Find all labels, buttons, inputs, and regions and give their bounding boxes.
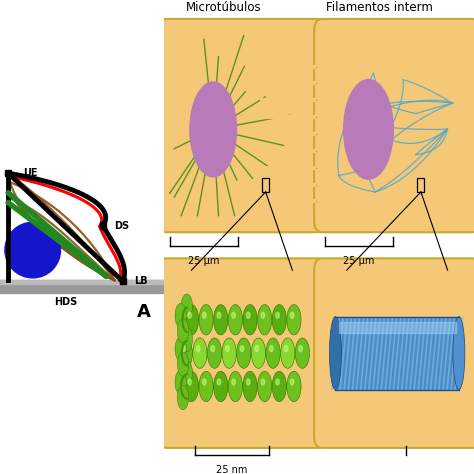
Ellipse shape [276, 312, 279, 318]
Ellipse shape [181, 328, 192, 352]
Ellipse shape [295, 338, 310, 368]
Ellipse shape [211, 346, 215, 352]
Ellipse shape [199, 371, 213, 401]
Ellipse shape [184, 305, 199, 335]
Ellipse shape [190, 82, 237, 177]
Text: Microtúbulos: Microtúbulos [186, 1, 262, 14]
Ellipse shape [284, 346, 288, 352]
Ellipse shape [329, 317, 341, 390]
Ellipse shape [270, 346, 273, 352]
Ellipse shape [214, 371, 228, 401]
Ellipse shape [182, 346, 185, 352]
Ellipse shape [246, 379, 250, 385]
Circle shape [5, 222, 61, 278]
Ellipse shape [257, 305, 272, 335]
Bar [100, 222, 106, 228]
Ellipse shape [291, 312, 294, 318]
FancyBboxPatch shape [314, 258, 474, 448]
Ellipse shape [222, 338, 237, 368]
Ellipse shape [188, 379, 191, 385]
Ellipse shape [226, 346, 229, 352]
Ellipse shape [266, 338, 280, 368]
Ellipse shape [453, 317, 465, 390]
Ellipse shape [181, 361, 192, 385]
Bar [5, 170, 11, 176]
Bar [119, 278, 126, 284]
Ellipse shape [272, 305, 286, 335]
Ellipse shape [291, 379, 294, 385]
Ellipse shape [232, 312, 236, 318]
Ellipse shape [175, 337, 186, 361]
Ellipse shape [237, 338, 251, 368]
Ellipse shape [196, 346, 200, 352]
Ellipse shape [255, 346, 258, 352]
Ellipse shape [217, 379, 221, 385]
Ellipse shape [177, 385, 189, 410]
Ellipse shape [299, 346, 302, 352]
Text: A: A [137, 303, 151, 321]
Ellipse shape [177, 352, 189, 376]
Ellipse shape [202, 379, 206, 385]
Text: LB: LB [134, 276, 148, 286]
Ellipse shape [243, 305, 257, 335]
Ellipse shape [188, 312, 191, 318]
Text: UE: UE [23, 168, 37, 178]
Ellipse shape [287, 371, 301, 401]
Text: Filamentos interm: Filamentos interm [326, 1, 433, 14]
Ellipse shape [177, 319, 189, 343]
Text: DS: DS [114, 220, 129, 230]
Ellipse shape [251, 338, 265, 368]
Ellipse shape [228, 305, 243, 335]
Ellipse shape [261, 379, 264, 385]
Ellipse shape [228, 371, 243, 401]
Ellipse shape [281, 338, 295, 368]
Text: 25 μm: 25 μm [188, 256, 219, 266]
Ellipse shape [214, 305, 228, 335]
Ellipse shape [240, 346, 244, 352]
Text: 25 μm: 25 μm [344, 256, 375, 266]
Ellipse shape [243, 371, 257, 401]
Bar [418, 178, 424, 192]
FancyBboxPatch shape [314, 19, 474, 232]
Text: HDS: HDS [54, 297, 77, 308]
Ellipse shape [257, 371, 272, 401]
Text: 25 nm: 25 nm [216, 465, 247, 474]
Ellipse shape [344, 80, 393, 179]
Ellipse shape [261, 312, 264, 318]
Ellipse shape [246, 312, 250, 318]
Bar [262, 178, 269, 192]
Ellipse shape [175, 303, 186, 328]
Ellipse shape [217, 312, 221, 318]
Ellipse shape [232, 379, 236, 385]
Ellipse shape [175, 370, 186, 394]
FancyBboxPatch shape [159, 258, 325, 448]
Ellipse shape [276, 379, 279, 385]
FancyBboxPatch shape [159, 19, 325, 232]
Ellipse shape [272, 371, 286, 401]
Ellipse shape [199, 305, 213, 335]
Ellipse shape [202, 312, 206, 318]
Ellipse shape [181, 294, 192, 318]
Ellipse shape [208, 338, 222, 368]
Ellipse shape [193, 338, 207, 368]
Ellipse shape [178, 338, 192, 368]
Ellipse shape [287, 305, 301, 335]
Ellipse shape [184, 371, 199, 401]
